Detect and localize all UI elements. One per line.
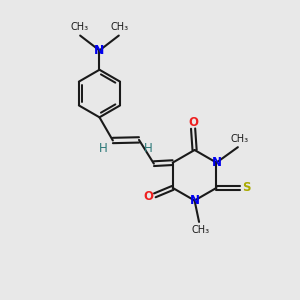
- Text: H: H: [144, 142, 153, 155]
- Text: CH₃: CH₃: [191, 225, 210, 235]
- Text: CH₃: CH₃: [70, 22, 88, 32]
- Text: O: O: [143, 190, 153, 203]
- Text: S: S: [242, 182, 251, 194]
- Text: N: N: [212, 156, 221, 169]
- Text: CH₃: CH₃: [230, 134, 248, 144]
- Text: O: O: [188, 116, 198, 129]
- Text: CH₃: CH₃: [110, 22, 128, 32]
- Text: H: H: [99, 142, 108, 155]
- Text: N: N: [94, 44, 105, 57]
- Text: N: N: [190, 194, 200, 207]
